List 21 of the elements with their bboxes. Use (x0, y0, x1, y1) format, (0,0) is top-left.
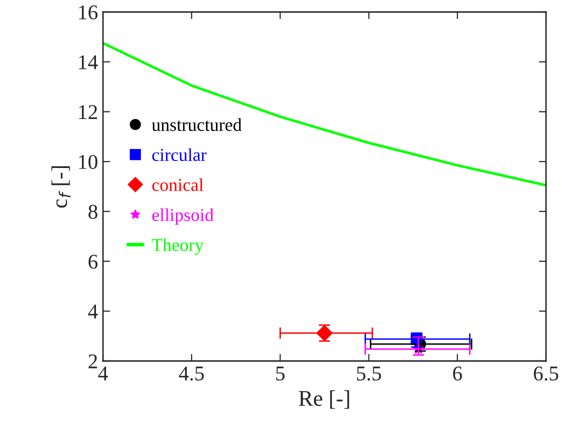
y-tick-label: 6 (88, 254, 98, 269)
x-tick-label: 6.5 (534, 366, 558, 381)
x-tick-label: 5.5 (356, 366, 382, 381)
y-tick-label: 8 (88, 204, 98, 219)
x-tick-label: 6 (453, 366, 462, 381)
x-axis-title: Re [-] (298, 390, 350, 409)
y-tick-label: 12 (79, 105, 97, 119)
legend-label: conical (152, 178, 204, 192)
x-tick-label: 5 (276, 366, 285, 381)
x-tick-label: 4 (98, 366, 108, 380)
y-tick-label: 16 (79, 5, 98, 20)
y-tick-label: 4 (88, 304, 98, 318)
legend-label: circular (152, 148, 207, 162)
y-axis-title: c$_{f}$ [-] (51, 166, 71, 208)
legend-label: Theory (152, 238, 204, 255)
legend-label: ellipsoid (152, 208, 214, 225)
legend-label: unstructured (152, 118, 242, 131)
y-tick-label: 2 (88, 354, 97, 368)
x-tick-label: 4.5 (178, 366, 204, 381)
y-tick-label: 14 (79, 55, 98, 70)
y-tick-label: 10 (79, 154, 98, 170)
